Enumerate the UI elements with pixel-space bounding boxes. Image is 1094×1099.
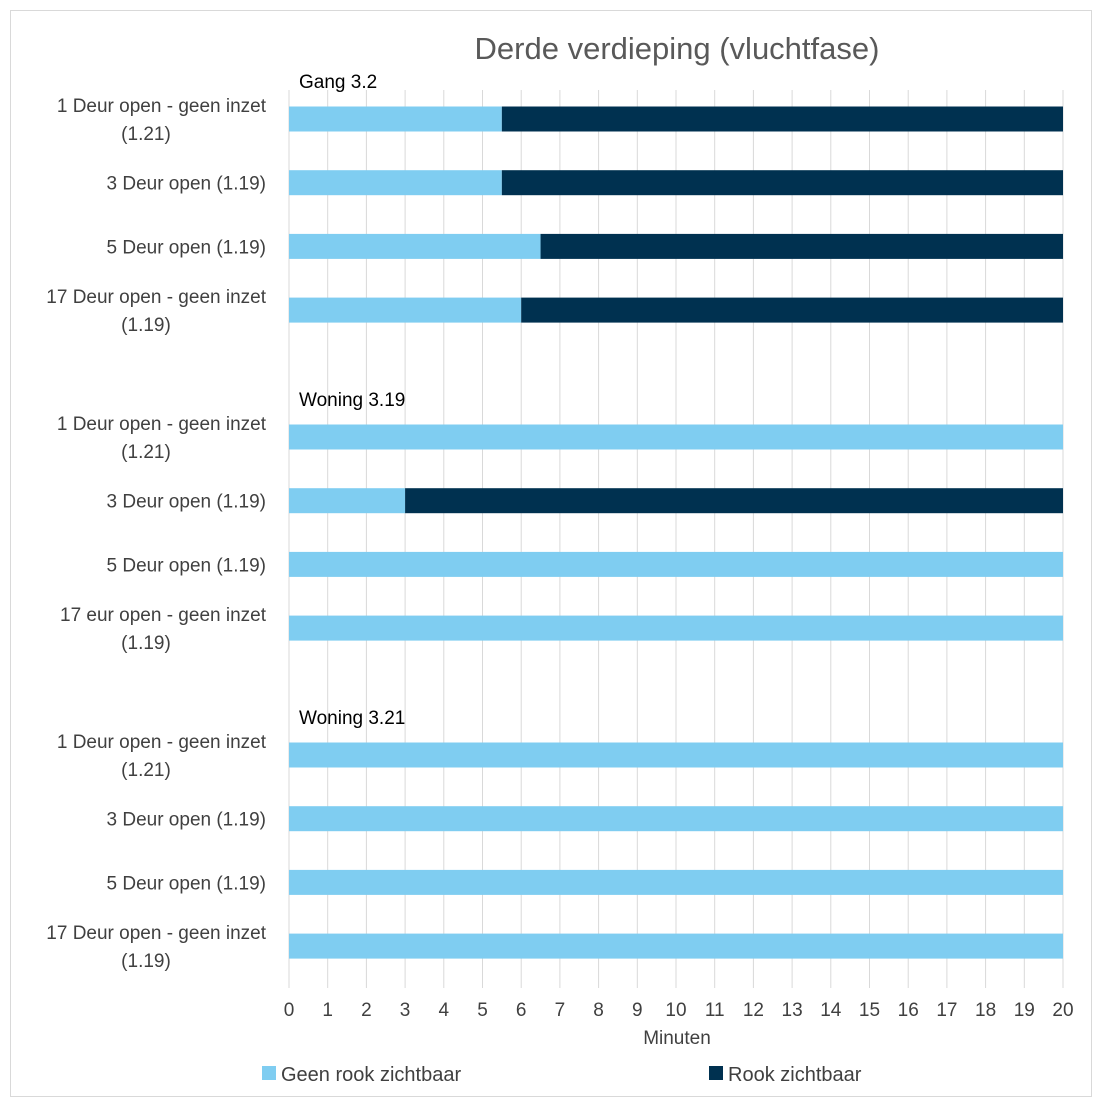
- bar-geen-rook: [289, 806, 1063, 832]
- category-label: 5 Deur open (1.19): [107, 873, 267, 894]
- x-tick-label: 14: [820, 1000, 842, 1021]
- category-label: 3 Deur open (1.19): [107, 174, 267, 195]
- x-tick-label: 19: [1014, 1000, 1035, 1021]
- group-label: Woning 3.21: [299, 708, 405, 729]
- bar-geen-rook: [289, 233, 541, 259]
- x-tick-label: 4: [439, 1000, 450, 1021]
- category-label: 17 Deur open - geen inzet: [46, 923, 266, 944]
- bar-geen-rook: [289, 615, 1063, 641]
- category-label: (1.21): [121, 124, 171, 145]
- group-label: Gang 3.2: [299, 72, 377, 93]
- x-tick-label: 11: [705, 1000, 725, 1021]
- legend-label-rook: Rook zichtbaar: [728, 1064, 862, 1086]
- legend-swatch-rook: [709, 1066, 723, 1080]
- category-label: (1.19): [121, 633, 171, 654]
- bar-geen-rook: [289, 170, 502, 196]
- x-tick-label: 8: [593, 1000, 604, 1021]
- x-tick-label: 7: [555, 1000, 566, 1021]
- x-tick-label: 6: [516, 1000, 527, 1021]
- bar-rook: [501, 106, 1064, 132]
- category-label: 3 Deur open (1.19): [107, 492, 267, 513]
- x-tick-label: 15: [859, 1000, 880, 1021]
- x-tick-label: 10: [665, 1000, 686, 1021]
- category-label: 17 Deur open - geen inzet: [46, 287, 266, 308]
- category-label: (1.19): [121, 315, 171, 336]
- bar-rook: [521, 297, 1063, 323]
- x-tick-label: 13: [782, 1000, 803, 1021]
- x-tick-label: 12: [743, 1000, 764, 1021]
- category-label: 1 Deur open - geen inzet: [57, 732, 267, 753]
- x-tick-label: 1: [322, 1000, 333, 1021]
- category-label: (1.21): [121, 442, 171, 463]
- bar-rook: [540, 233, 1063, 259]
- x-axis-label: Minuten: [643, 1028, 711, 1049]
- x-tick-labels: 0 1 2 3 4 5 6 7 8 9 10 11 12 13 14 15 16 17 18 19 20: [284, 1000, 1074, 1021]
- bar-rook: [405, 488, 1064, 514]
- chart-title: Derde verdieping (vluchtfase): [475, 31, 880, 66]
- bar-geen-rook: [289, 933, 1063, 959]
- x-tick-label: 9: [632, 1000, 643, 1021]
- category-label: 5 Deur open (1.19): [107, 555, 267, 576]
- x-tick-label: 17: [936, 1000, 957, 1021]
- x-tick-label: 5: [477, 1000, 488, 1021]
- category-label: 1 Deur open - geen inzet: [57, 96, 267, 117]
- category-label: 17 eur open - geen inzet: [60, 605, 267, 626]
- category-label: 5 Deur open (1.19): [107, 237, 267, 258]
- category-label: 1 Deur open - geen inzet: [57, 414, 267, 435]
- bar-geen-rook: [289, 488, 406, 514]
- bar-rook: [501, 170, 1064, 196]
- legend-label-geen-rook: Geen rook zichtbaar: [281, 1064, 461, 1086]
- group-label: Woning 3.19: [299, 390, 405, 411]
- x-tick-label: 16: [898, 1000, 919, 1021]
- bar-geen-rook: [289, 297, 522, 323]
- gridlines: [288, 90, 1064, 988]
- category-label: (1.19): [121, 951, 171, 972]
- bars: [289, 106, 1064, 959]
- x-tick-label: 18: [975, 1000, 996, 1021]
- category-label: (1.21): [121, 760, 171, 781]
- x-tick-label: 20: [1052, 1000, 1073, 1021]
- bar-geen-rook: [289, 551, 1063, 577]
- legend-swatch-geen-rook: [262, 1066, 276, 1080]
- x-tick-label: 3: [400, 1000, 411, 1021]
- category-labels: Gang 3.2 1 Deur open - geen inzet (1.21) 3 …: [46, 72, 405, 972]
- bar-geen-rook: [289, 424, 1063, 450]
- x-tick-label: 2: [361, 1000, 372, 1021]
- x-tick-label: 0: [284, 1000, 295, 1021]
- bar-geen-rook: [289, 106, 502, 132]
- category-label: 3 Deur open (1.19): [107, 810, 267, 831]
- bar-geen-rook: [289, 869, 1063, 895]
- legend: Geen rook zichtbaar Rook zichtbaar: [262, 1064, 862, 1086]
- bar-geen-rook: [289, 742, 1063, 768]
